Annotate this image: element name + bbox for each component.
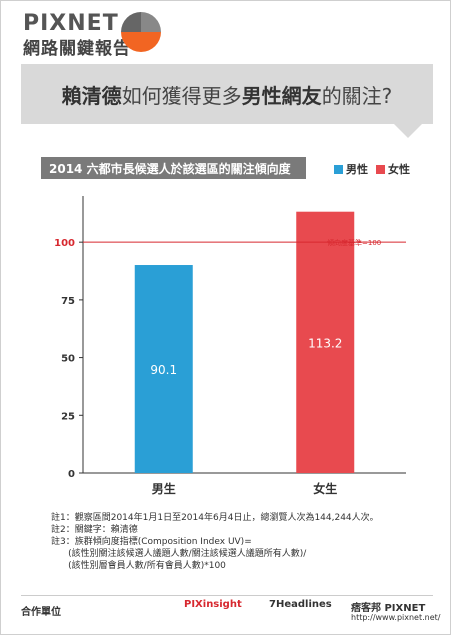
footnotes: 註1：觀察區間2014年1月1日至2014年6月4日止，總瀏覽人次為144,24… (51, 512, 379, 572)
partner-pixinsight: PIXinsight (184, 599, 242, 610)
brand-subtitle: 網路關鍵報告 (23, 39, 131, 59)
footnote-1: 註1：觀察區間2014年1月1日至2014年6月4日止，總瀏覽人次為144,24… (51, 513, 379, 523)
reference-line-label: 傾向度基準=100 (327, 238, 381, 247)
x-tick-label: 男生 (152, 481, 176, 496)
footnote-5: (該性別層會員人數/所有會員人數)*100 (51, 561, 226, 571)
footer-divider (21, 595, 433, 596)
y-tick-label: 50 (61, 354, 75, 365)
legend-swatch-male (334, 164, 343, 174)
partner-pixnet: 痞客邦 PIXNET (351, 603, 426, 614)
question-part4: 的關注? (321, 83, 393, 108)
legend-swatch-female (376, 164, 385, 174)
partner-7headlines: 7Headlines (269, 599, 332, 610)
x-tick-label: 女生 (313, 481, 337, 496)
legend-item-male: 男性 (334, 161, 368, 177)
y-tick-label: 0 (68, 469, 75, 480)
bar-chart: 0 25 50 75 100 90.1 男生 113.2 女生 傾向度基準=100 (54, 196, 406, 496)
partner-pixnet-url: http://www.pixnet.net/ (351, 613, 441, 622)
partners-label: 合作單位 (21, 607, 61, 618)
question-notch (394, 124, 422, 138)
question-part1: 賴清德 (61, 83, 122, 108)
y-tick-label: 100 (54, 238, 75, 249)
footnote-3: 註3：族群傾向度指標(Composition Index UV)= (51, 537, 252, 547)
y-tick-label: 75 (61, 296, 75, 307)
chart-title: 2014 六都市長候選人於該選區的關注傾向度 (41, 157, 306, 179)
question-part3: 男性網友 (241, 83, 322, 108)
bar-1 (296, 211, 355, 474)
y-tick-label: 25 (61, 411, 75, 422)
legend-label-male: 男性 (346, 163, 368, 176)
footnote-2: 註2：關鍵字：賴清德 (51, 525, 138, 535)
bar-0 (134, 265, 193, 473)
brand-name: PIXNET (23, 11, 119, 36)
question-part2: 如何獲得更多 (121, 83, 242, 108)
question-text: 賴清德 如何獲得更多 男性網友 的關注? (21, 64, 433, 124)
legend-label-female: 女性 (388, 163, 410, 176)
pie-logo-icon (121, 12, 161, 52)
footnote-4: (該性別關注該候選人議題人數/關注該候選人議題所有人數)/ (51, 549, 307, 559)
legend-item-female: 女性 (376, 161, 410, 177)
question-banner (21, 64, 433, 124)
bar-value-label: 90.1 (150, 363, 177, 377)
bar-value-label: 113.2 (308, 336, 342, 350)
